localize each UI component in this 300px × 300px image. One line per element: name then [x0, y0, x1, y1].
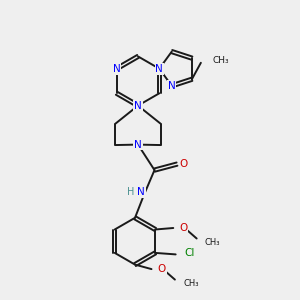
Text: CH₃: CH₃: [205, 238, 220, 247]
Text: N: N: [168, 81, 176, 91]
Text: O: O: [158, 264, 166, 274]
Text: N: N: [134, 100, 142, 111]
Text: N: N: [134, 140, 142, 150]
Text: CH₃: CH₃: [183, 279, 199, 288]
Text: N: N: [137, 187, 145, 197]
Text: N: N: [113, 64, 121, 74]
Text: Cl: Cl: [185, 248, 195, 258]
Text: H: H: [127, 187, 134, 197]
Text: N: N: [134, 100, 142, 111]
Text: N: N: [155, 64, 163, 74]
Text: CH₃: CH₃: [212, 56, 229, 65]
Text: O: O: [179, 223, 188, 233]
Text: O: O: [179, 159, 188, 169]
